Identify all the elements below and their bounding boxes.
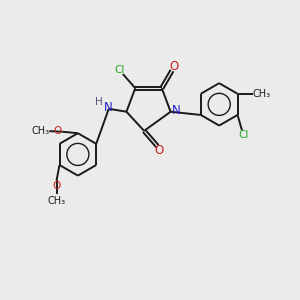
Text: Cl: Cl	[115, 65, 125, 76]
Text: CH₃: CH₃	[252, 89, 270, 99]
Text: H: H	[95, 97, 103, 107]
Text: Cl: Cl	[238, 130, 249, 140]
Text: O: O	[154, 144, 164, 157]
Text: O: O	[52, 181, 61, 190]
Text: CH₃: CH₃	[47, 196, 66, 206]
Text: O: O	[53, 126, 61, 136]
Text: O: O	[169, 61, 179, 74]
Text: N: N	[103, 101, 112, 114]
Text: CH₃: CH₃	[32, 126, 50, 136]
Text: N: N	[172, 104, 180, 117]
